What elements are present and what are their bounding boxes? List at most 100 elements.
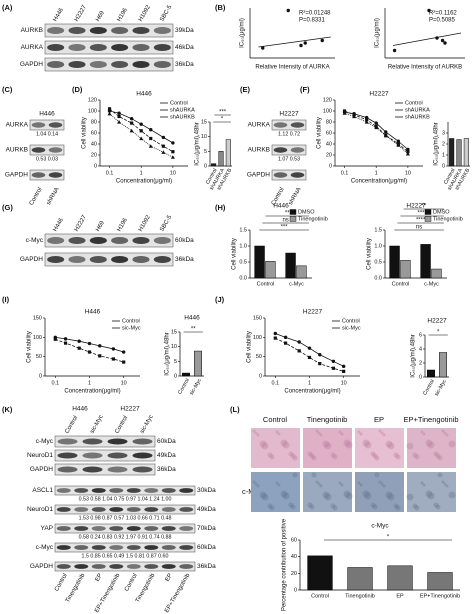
tissue-texture xyxy=(290,504,296,510)
lane-label: shRNA xyxy=(46,187,61,206)
band xyxy=(153,26,171,35)
point xyxy=(273,331,277,336)
band xyxy=(111,26,129,35)
molecular-weight: 39kDa xyxy=(175,27,194,34)
y-tick-label: 60 xyxy=(291,537,297,543)
band xyxy=(111,43,129,52)
y-tick-label: 15 xyxy=(171,329,177,335)
panel-label: (H) xyxy=(215,203,226,212)
tissue-texture xyxy=(315,429,319,433)
point xyxy=(383,133,388,138)
bar xyxy=(389,245,400,279)
micrograph xyxy=(251,428,300,468)
band xyxy=(57,438,78,445)
tissue-texture xyxy=(441,429,445,433)
significance: ns xyxy=(282,218,288,224)
tissue-texture xyxy=(422,483,426,487)
x-tick-label: 10 xyxy=(121,380,127,386)
tissue-texture xyxy=(387,442,395,450)
tissue-texture xyxy=(322,440,330,448)
band xyxy=(57,466,78,473)
x-axis-label: Concentration(μg/ml) xyxy=(116,179,172,185)
tissue-texture xyxy=(420,430,424,434)
point xyxy=(440,38,445,43)
band-intensity: 1.07 0.53 xyxy=(278,156,300,162)
tissue-texture xyxy=(330,452,336,458)
tissue-texture xyxy=(380,431,384,435)
point xyxy=(396,139,401,143)
tissue-texture xyxy=(406,442,414,450)
band xyxy=(161,545,176,550)
point xyxy=(149,136,153,141)
tissue-texture xyxy=(338,430,342,434)
point xyxy=(63,341,68,345)
significance: **** xyxy=(418,211,428,217)
protein-name: c-Myc xyxy=(36,438,54,445)
bar xyxy=(387,565,413,591)
blot-strip xyxy=(29,144,65,156)
molecular-weight: 46kDa xyxy=(175,44,194,51)
y-tick-label: 3 xyxy=(442,130,445,136)
lane-label: H69 xyxy=(95,10,106,23)
tissue-texture xyxy=(406,493,414,501)
lane-label: Tinengotinib xyxy=(135,572,157,604)
chart-title: H2227 xyxy=(369,91,389,98)
chart-title: H2227 xyxy=(427,318,447,325)
y-tick-label: 100 xyxy=(323,108,332,114)
band xyxy=(82,466,103,473)
molecular-weight: 49kDa xyxy=(197,506,216,513)
tissue-texture xyxy=(275,481,279,485)
band xyxy=(31,147,46,153)
band xyxy=(153,43,171,52)
bar xyxy=(456,139,462,167)
lane-label: SBC-5 xyxy=(159,214,173,233)
y-tick-label: 0 xyxy=(419,374,422,380)
point xyxy=(77,339,81,343)
legend-label: shAURKA xyxy=(170,107,195,113)
band-intensity: 0.58 0.24 0.83 0.92 1.97 0.91 0.74 0.88 xyxy=(79,534,172,540)
cell-line: H446 xyxy=(72,406,88,413)
significance: * xyxy=(437,330,440,336)
legend-label: Control xyxy=(342,318,360,324)
tissue-texture xyxy=(261,442,269,450)
tissue-texture xyxy=(269,505,275,511)
band xyxy=(68,255,86,264)
legend-label: shAURKA xyxy=(405,107,430,113)
y-tick-label: 0 xyxy=(329,163,332,169)
tissue-texture xyxy=(345,441,353,449)
chart-title: H446 xyxy=(85,309,101,316)
band xyxy=(91,545,106,550)
tissue-texture xyxy=(259,491,267,499)
y-tick-label: 1.0 xyxy=(374,243,382,249)
band xyxy=(89,60,107,69)
panel-label: (C) xyxy=(2,85,13,94)
point xyxy=(139,129,143,133)
tissue-texture xyxy=(282,492,290,500)
y-tick-label: 0 xyxy=(294,587,297,593)
band xyxy=(31,122,46,128)
significance: ns xyxy=(416,225,422,231)
lane-label: SBC-5 xyxy=(159,4,173,23)
point xyxy=(303,41,307,45)
legend-label: Control xyxy=(122,318,140,324)
tissue-texture xyxy=(374,455,380,461)
band xyxy=(126,507,141,512)
blot-strip xyxy=(54,504,196,515)
x-tick-label: 1 xyxy=(140,170,143,176)
band xyxy=(91,564,106,569)
x-tick-label: Control xyxy=(392,281,410,287)
point xyxy=(342,369,346,373)
tissue-texture xyxy=(307,451,313,457)
point xyxy=(435,36,439,40)
y-tick-label: 2 xyxy=(419,360,422,366)
tissue-texture xyxy=(370,502,376,508)
protein-name: AURKA xyxy=(21,44,44,51)
band xyxy=(48,147,63,153)
lane-label: sic-Myc xyxy=(89,414,104,435)
tissue-texture xyxy=(393,503,399,509)
molecular-weight: 60kDa xyxy=(197,544,216,551)
point xyxy=(77,346,81,350)
point xyxy=(87,350,92,354)
protein-name: AURKA xyxy=(248,122,271,129)
lane-label: sic-Myc xyxy=(139,414,154,435)
